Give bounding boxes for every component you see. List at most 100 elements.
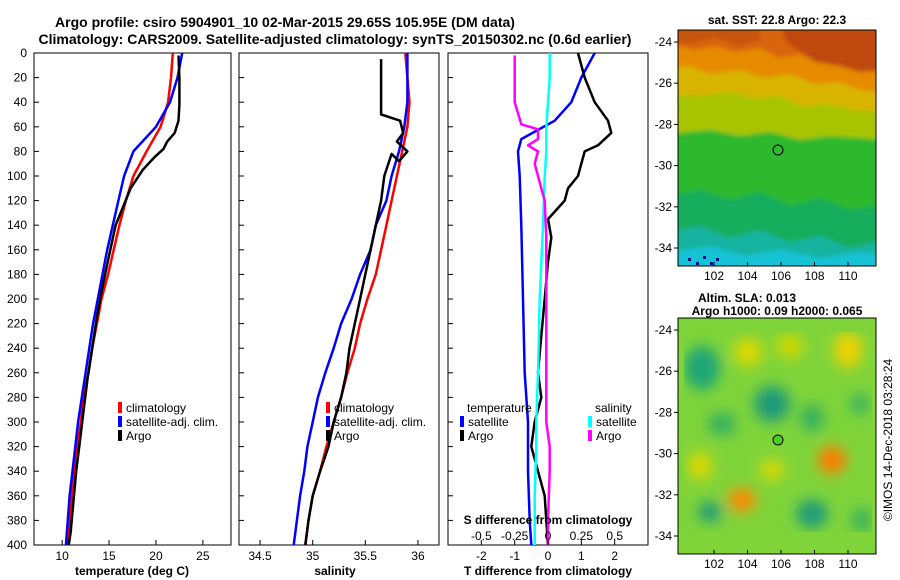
legend-temperature-title: temperature [467, 401, 532, 415]
legend-s-satellite-label: satellite [596, 415, 637, 429]
salinity-axis-label: salinity [314, 564, 356, 578]
sla-map-frame [677, 317, 877, 555]
legend-argo-label: Argo [334, 429, 360, 443]
sla-map-subtitle: Argo h1000: 0.09 h2000: 0.065 [692, 304, 863, 318]
legend-swatch-satellite [326, 416, 330, 427]
x-tick-label: 36 [411, 549, 425, 563]
map-lat-label: -26 [655, 364, 673, 378]
legend-t-satellite-label: satellite [468, 415, 509, 429]
x-tick-label: 34.5 [248, 549, 272, 563]
temperature-plot-frame [33, 52, 232, 546]
sst-map-frame [677, 29, 877, 267]
sla-map-lon-ticks: 102 104 106 108 110 [704, 550, 858, 571]
depth-tick-label: 340 [7, 464, 27, 478]
map-lon-label: 104 [737, 269, 757, 283]
depth-tick-marks [34, 52, 453, 546]
series-satellite-adj-clim [292, 53, 409, 545]
legend-swatch-satellite [118, 416, 122, 427]
legend-salinity-title: salinity [595, 401, 632, 415]
x-tick-label: 1 [578, 549, 585, 563]
sst-map-title: sat. SST: 22.8 Argo: 22.3 [708, 13, 847, 27]
sst-argo-location-marker [772, 144, 784, 156]
depth-tick-label: 0 [20, 46, 27, 60]
depth-tick-label: 300 [7, 415, 27, 429]
temperature-legend: climatology satellite-adj. clim. Argo [118, 401, 218, 443]
legend-swatch-climatology [118, 402, 122, 413]
salinity-plot-frame [238, 52, 440, 546]
difference-plot-frame [447, 52, 649, 546]
map-lon-label: 102 [704, 557, 724, 571]
map-lat-label: -26 [655, 76, 673, 90]
depth-tick-label: 240 [7, 341, 27, 355]
x-tick-label: 2 [611, 549, 618, 563]
x-tick-label: 10 [55, 549, 69, 563]
depth-tick-label: 320 [7, 440, 27, 454]
legend-swatch-climatology [326, 402, 330, 413]
salinity-series [292, 53, 411, 545]
series-t-satellite [516, 53, 596, 545]
x-tick-label: -1 [509, 549, 520, 563]
legend-satellite-label: satellite-adj. clim. [126, 415, 218, 429]
series-satellite-adj-clim [64, 53, 184, 545]
sla-argo-location-marker [772, 434, 784, 446]
depth-tick-label: 100 [7, 169, 27, 183]
depth-tick-label: 40 [14, 95, 28, 109]
legend-swatch-argo [118, 430, 122, 441]
map-lat-label: -34 [655, 529, 673, 543]
map-lat-label: -28 [655, 117, 673, 131]
map-lon-label: 110 [838, 269, 857, 283]
x-tick-label: 35 [306, 549, 320, 563]
temperature-axis-label: temperature (deg C) [75, 564, 189, 578]
depth-tick-label: 60 [14, 120, 28, 134]
depth-tick-label: 400 [7, 538, 27, 552]
s-diff-tick-label: -0.25 [501, 529, 529, 543]
map-lon-label: 106 [771, 557, 791, 571]
legend-swatch-t-argo [460, 430, 464, 441]
map-lat-label: -34 [655, 241, 673, 255]
legend-swatch-t-satellite [460, 416, 464, 427]
map-lon-label: 106 [771, 269, 791, 283]
title-line2: Climatology: CARS2009. Satellite-adjuste… [39, 31, 632, 47]
x-tick-label: -2 [476, 549, 487, 563]
x-tick-label: 20 [149, 549, 163, 563]
legend-satellite-label: satellite-adj. clim. [334, 415, 426, 429]
legend-climatology-label: climatology [126, 401, 186, 415]
series-s-satellite [533, 53, 551, 545]
depth-tick-label: 180 [7, 267, 27, 281]
sla-map-title: Altim. SLA: 0.013 [698, 291, 796, 305]
map-lat-label: -30 [655, 447, 673, 461]
map-lat-label: -28 [655, 405, 673, 419]
legend-swatch-s-argo [588, 430, 592, 441]
map-lat-label: -32 [655, 200, 673, 214]
depth-tick-labels: 0 20 40 60 80 100 120 140 160 180 200 220 240 260 280 3… [7, 46, 27, 552]
s-diff-tick-label: 0.25 [570, 529, 594, 543]
legend-t-argo-label: Argo [468, 429, 494, 443]
depth-tick-label: 200 [7, 292, 27, 306]
series-argo [304, 59, 409, 545]
series-t-argo [530, 53, 613, 545]
x-tick-label: 25 [196, 549, 210, 563]
x-tick-label: 0 [545, 549, 552, 563]
s-difference-axis-label: S difference from climatology [464, 513, 633, 527]
salinity-legend: climatology satellite-adj. clim. Argo [326, 401, 426, 443]
map-lon-label: 110 [838, 557, 857, 571]
sst-map-lon-ticks: 102 104 106 108 110 [704, 262, 858, 283]
t-difference-axis-label: T difference from climatology [464, 564, 632, 578]
map-lon-label: 104 [737, 557, 757, 571]
depth-tick-label: 20 [14, 71, 28, 85]
map-lon-label: 108 [804, 557, 824, 571]
depth-tick-label: 140 [7, 218, 27, 232]
temperature-series [64, 53, 184, 545]
depth-tick-label: 220 [7, 317, 27, 331]
map-lat-label: -32 [655, 488, 673, 502]
sst-map-image [678, 30, 876, 266]
map-lon-label: 108 [804, 269, 824, 283]
x-tick-label: 15 [102, 549, 116, 563]
sst-map-lat-ticks: -24 -26 -28 -30 -32 -34 [655, 35, 678, 255]
difference-legend: temperature satellite Argo salinity sate… [460, 401, 637, 443]
x-tick-labels: 10 15 20 25 34.5 35 35.5 36 -2 -1 0 1 2 -0.5 -0.25 0 0.2… [55, 529, 623, 563]
legend-argo-label: Argo [126, 429, 152, 443]
sla-map-lat-ticks: -24 -26 -28 -30 -32 -34 [655, 323, 678, 543]
map-lat-label: -30 [655, 159, 673, 173]
